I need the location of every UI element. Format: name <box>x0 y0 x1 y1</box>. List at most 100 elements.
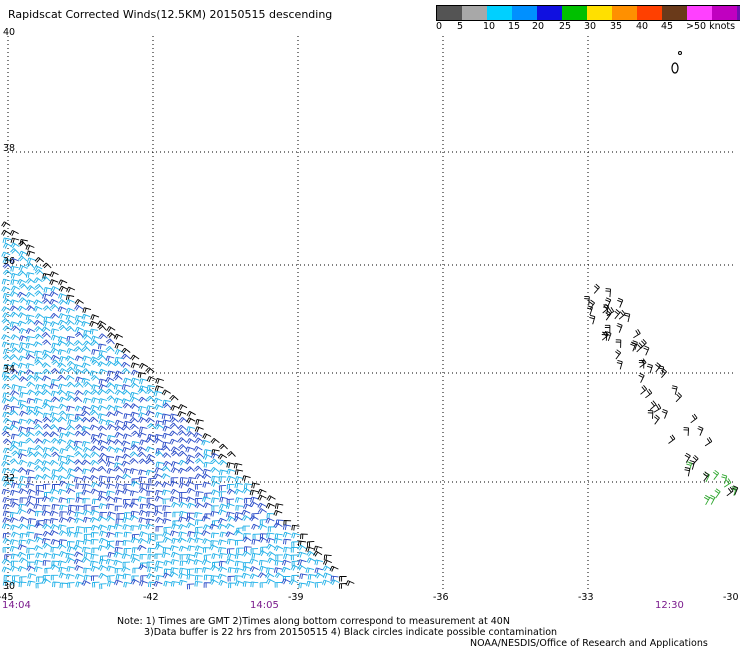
wind-barb <box>589 314 596 325</box>
wind-barb <box>105 460 115 467</box>
wind-barb <box>25 369 35 376</box>
wind-barb <box>113 383 123 390</box>
wind-barb <box>105 455 115 462</box>
wind-barb <box>57 383 67 390</box>
wind-barb <box>89 356 100 363</box>
wind-barb <box>74 565 84 571</box>
wind-barb <box>202 468 212 475</box>
wind-barb <box>726 486 734 497</box>
wind-barb <box>74 326 84 333</box>
wind-barb <box>129 451 139 458</box>
wind-barb <box>130 480 140 487</box>
wind-barb <box>194 580 203 587</box>
wind-barb <box>49 271 59 278</box>
wind-barb <box>106 411 116 418</box>
wind-barb <box>266 543 276 550</box>
wind-barb <box>1 523 11 530</box>
wind-barb <box>26 406 35 412</box>
wind-barb <box>33 341 43 348</box>
wind-barb <box>97 324 107 331</box>
wind-barb <box>82 538 92 545</box>
wind-barb <box>81 405 91 412</box>
wind-barb <box>26 250 36 257</box>
wind-barb <box>233 462 243 469</box>
legend-label: >50 knots <box>686 21 736 32</box>
wind-barb <box>714 488 721 499</box>
wind-barb <box>18 581 27 588</box>
wind-barb <box>186 537 196 544</box>
wind-barb <box>51 504 60 510</box>
wind-barb <box>75 483 84 489</box>
wind-barb <box>17 453 27 460</box>
wind-barb <box>217 539 227 546</box>
wind-barb <box>185 481 195 487</box>
wind-barb <box>25 278 35 284</box>
wind-barb <box>9 517 19 523</box>
wind-barb <box>50 347 60 354</box>
wind-barb <box>75 496 85 503</box>
wind-barb <box>146 511 155 517</box>
wind-barb <box>162 536 173 543</box>
wind-barb <box>107 575 115 582</box>
wind-barb <box>98 572 108 579</box>
wind-barb <box>193 551 203 558</box>
wind-barb <box>121 566 131 573</box>
wind-barb <box>89 409 99 416</box>
wind-barb <box>153 390 163 397</box>
wind-barb <box>33 451 43 457</box>
wind-barb <box>42 349 52 356</box>
wind-barb <box>2 538 12 544</box>
latitude-label: 40 <box>3 27 15 38</box>
wind-barb <box>273 509 283 516</box>
wind-barb <box>155 526 164 532</box>
wind-barb <box>113 405 123 412</box>
wind-barb <box>139 362 149 369</box>
wind-barb <box>41 331 51 338</box>
wind-barb <box>83 567 92 574</box>
wind-barb <box>298 582 307 589</box>
wind-barb <box>306 540 315 548</box>
wind-barb <box>27 518 36 524</box>
wind-barb <box>170 559 180 565</box>
wind-barb <box>10 524 20 531</box>
wind-barb <box>145 417 155 424</box>
wind-barb <box>145 458 155 465</box>
wind-barb <box>49 510 59 517</box>
wind-barb <box>74 573 84 580</box>
wind-barb <box>177 424 187 431</box>
wind-barb <box>241 509 251 516</box>
wind-barb <box>139 426 148 433</box>
wind-barb <box>171 523 180 530</box>
wind-barb <box>81 580 91 587</box>
wind-barb <box>18 255 28 262</box>
wind-barb <box>274 559 283 566</box>
wind-barb <box>242 487 252 494</box>
wind-barb <box>242 503 252 510</box>
wind-barb <box>194 574 203 581</box>
wind-barb <box>98 558 108 565</box>
wind-barb <box>65 355 75 362</box>
wind-barb <box>17 482 27 489</box>
wind-barb <box>67 468 76 475</box>
wind-barb <box>19 283 29 290</box>
wind-barb <box>201 530 211 537</box>
wind-barb <box>19 576 27 583</box>
wind-barb <box>138 412 148 419</box>
wind-barb <box>97 524 107 531</box>
wind-barb <box>234 567 244 574</box>
wind-barb <box>66 381 76 388</box>
wind-barb <box>210 458 220 465</box>
wind-barb <box>81 475 91 482</box>
wind-barb <box>18 557 29 564</box>
wind-barb <box>41 375 51 382</box>
wind-barb <box>33 418 43 425</box>
wind-barb <box>138 476 147 483</box>
wind-barb <box>106 531 115 538</box>
wind-barb <box>10 362 20 368</box>
wind-barb <box>339 576 347 582</box>
wind-barb <box>233 529 243 536</box>
wind-barb <box>129 515 139 521</box>
wind-barb <box>322 572 332 579</box>
wind-barb <box>11 384 20 391</box>
wind-barb <box>234 497 244 503</box>
